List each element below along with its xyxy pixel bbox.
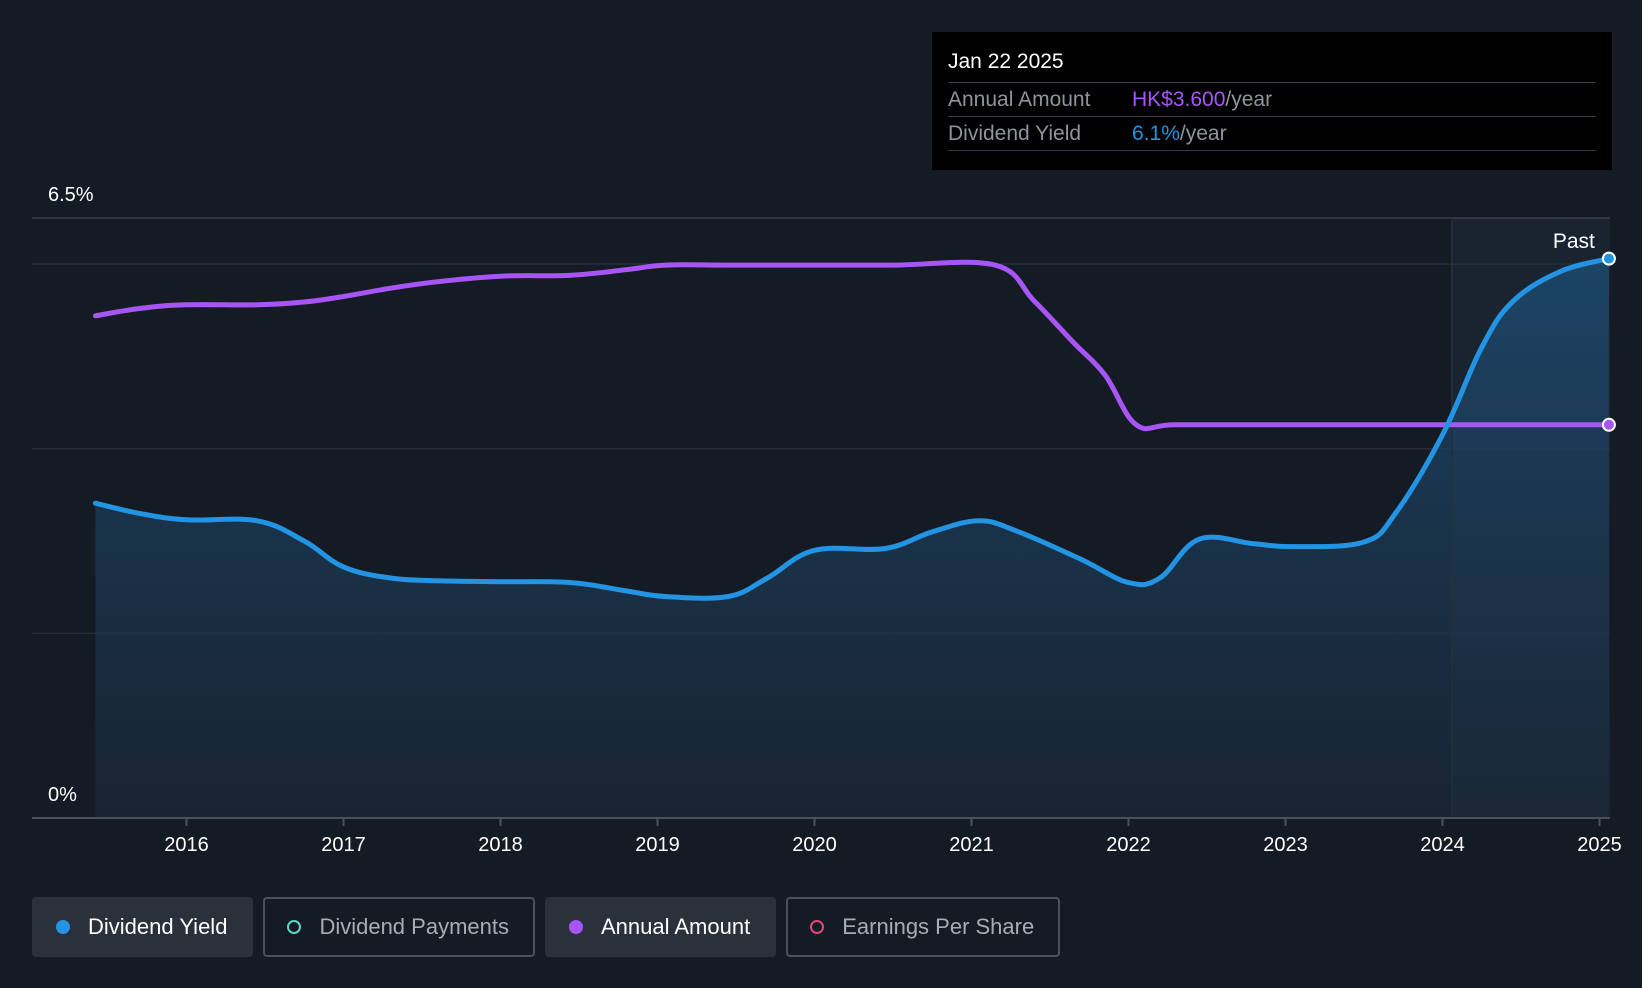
- tooltip-divider: [948, 150, 1596, 151]
- annual-amount-line: [92, 259, 1612, 432]
- dividend-yield-end-marker: [1601, 251, 1616, 266]
- tooltip-label: Annual Amount: [948, 88, 1091, 111]
- legend-label: Dividend Payments: [319, 914, 509, 939]
- y-axis-bottom-label: 0%: [48, 784, 77, 806]
- x-tick-label: 2016: [164, 834, 209, 856]
- tooltip-date: Jan 22 2025: [948, 50, 1064, 73]
- tooltip-unit: /year: [1225, 88, 1273, 111]
- x-axis-ticks: 2016 2017 2018 2019 2020 2021 2022 2023 2024 2025: [164, 818, 1622, 856]
- tooltip-label: Dividend Yield: [948, 122, 1082, 145]
- tooltip-row-annual-amount: Annual Amount HK$3.600/year: [948, 82, 1596, 117]
- x-tick-label: 2020: [792, 834, 837, 856]
- legend-label: Annual Amount: [600, 914, 751, 939]
- tooltip-value: HK$3.600: [1132, 88, 1226, 111]
- tooltip-value: 6.1%: [1132, 122, 1180, 145]
- dividend-yield-line: [92, 256, 1612, 601]
- legend-annual-amount[interactable]: Annual Amount: [544, 897, 777, 957]
- tooltip-unit: /year: [1179, 122, 1227, 145]
- dividend-yield-area: [95, 258, 1609, 819]
- circle-icon: [568, 920, 583, 934]
- x-tick-label: 2022: [1106, 834, 1151, 856]
- circle-icon: [56, 920, 70, 934]
- legend: Dividend Yield Dividend Payments Annual …: [32, 897, 1061, 961]
- x-tick-label: 2017: [321, 834, 366, 856]
- tooltip-row-dividend-yield: Dividend Yield 6.1%/year: [948, 116, 1596, 151]
- annual-amount-end-marker: [1601, 417, 1616, 432]
- x-tick-label: 2021: [949, 834, 994, 856]
- x-tick-label: 2024: [1420, 834, 1465, 856]
- y-axis-top-label: 6.5%: [48, 184, 94, 206]
- x-tick-label: 2018: [478, 834, 523, 856]
- circle-outline-icon: [287, 920, 302, 934]
- legend-dividend-yield[interactable]: Dividend Yield: [32, 897, 254, 957]
- legend-earnings-per-share[interactable]: Earnings Per Share: [786, 897, 1061, 957]
- tooltip: Jan 22 2025 Annual Amount HK$3.600/year …: [932, 32, 1612, 170]
- circle-outline-icon: [810, 920, 825, 934]
- legend-label: Dividend Yield: [88, 914, 228, 939]
- x-tick-label: 2025: [1577, 834, 1622, 856]
- x-tick-label: 2019: [635, 834, 680, 856]
- legend-dividend-payments[interactable]: Dividend Payments: [263, 897, 535, 957]
- legend-label: Earnings Per Share: [842, 914, 1035, 939]
- x-tick-label: 2023: [1263, 834, 1308, 856]
- past-label: Past: [1553, 230, 1595, 253]
